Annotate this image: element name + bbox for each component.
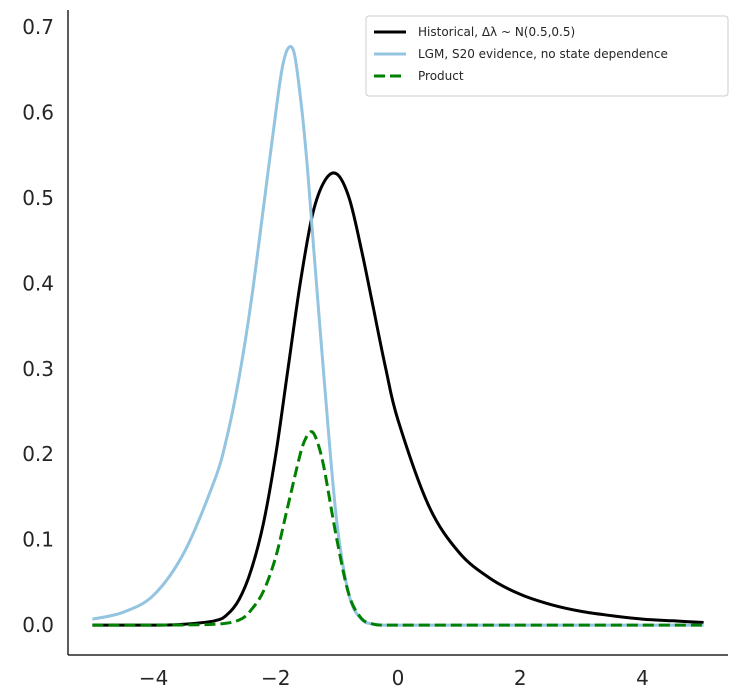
y-tick-label: 0.7 bbox=[22, 15, 54, 39]
legend-box bbox=[365, 15, 729, 97]
series-line-0 bbox=[92, 171, 704, 627]
series-layer bbox=[92, 44, 704, 627]
x-tick-label: −4 bbox=[139, 666, 168, 690]
x-tick-label: 4 bbox=[636, 666, 649, 690]
y-tick-label: 0.0 bbox=[22, 613, 54, 637]
legend: Historical, Δλ ~ N(0.5,0.5) LGM, S20 evid… bbox=[365, 15, 729, 97]
y-tick-label: 0.1 bbox=[22, 528, 54, 552]
x-tick-label: −2 bbox=[261, 666, 290, 690]
series-line-1 bbox=[92, 44, 704, 627]
series-line-2 bbox=[92, 430, 704, 627]
y-tick-label: 0.6 bbox=[22, 101, 54, 125]
axes: 0.0 0.1 0.2 0.3 0.4 0.5 0.6 0.7 −4 −2 0 2 4 bbox=[22, 10, 728, 690]
legend-label-0: Historical, Δλ ~ N(0.5,0.5) bbox=[418, 25, 575, 39]
x-tick-label: 0 bbox=[392, 666, 405, 690]
y-tick-label: 0.3 bbox=[22, 357, 54, 381]
y-tick-label: 0.5 bbox=[22, 186, 54, 210]
y-tick-label: 0.2 bbox=[22, 442, 54, 466]
legend-label-1: LGM, S20 evidence, no state dependence bbox=[418, 47, 668, 61]
legend-label-2: Product bbox=[418, 69, 464, 83]
y-tick-label: 0.4 bbox=[22, 271, 54, 295]
x-tick-label: 2 bbox=[514, 666, 527, 690]
